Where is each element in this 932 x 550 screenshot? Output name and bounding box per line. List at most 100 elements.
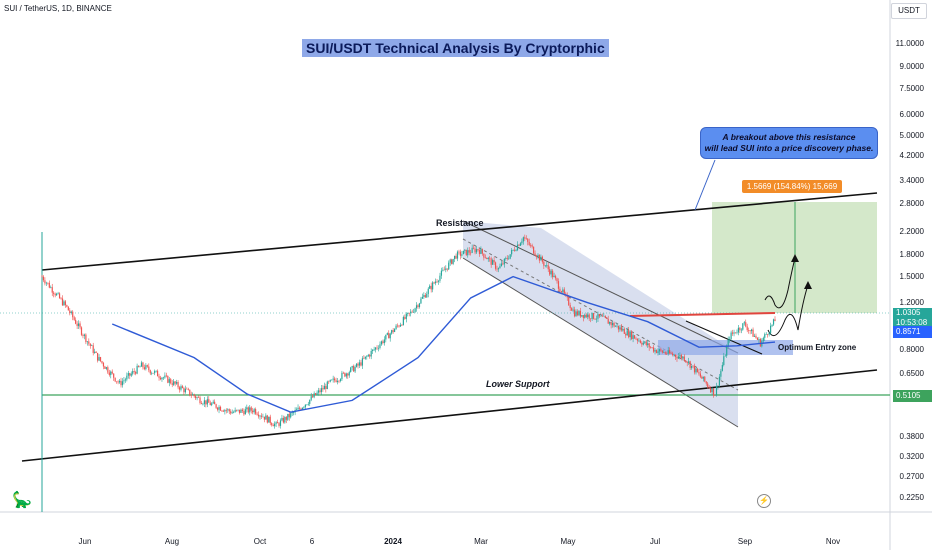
candle-body <box>579 310 582 317</box>
candle-body <box>490 258 492 265</box>
candle-body <box>376 347 378 349</box>
candle-body <box>613 322 615 327</box>
candle-body <box>137 365 140 367</box>
candle-body <box>60 298 62 299</box>
candle-body <box>423 295 425 297</box>
candle-body <box>513 249 516 251</box>
candle-body <box>636 339 639 341</box>
channel-upper <box>462 220 739 354</box>
candle-body <box>171 383 173 385</box>
candle-body <box>218 406 220 410</box>
candle-body <box>290 413 292 418</box>
candle-body <box>629 331 631 338</box>
candle-body <box>61 298 64 306</box>
candle-body <box>641 342 643 345</box>
projection-path-1 <box>764 257 796 309</box>
candle-body <box>316 392 318 395</box>
candle-body <box>765 334 767 335</box>
candle-body <box>565 293 567 295</box>
candle-body <box>486 258 488 260</box>
date-axis-label: May <box>560 537 576 546</box>
candle-body <box>674 354 677 357</box>
candle-body <box>200 403 203 404</box>
price-axis-label: 3.4000 <box>899 176 924 186</box>
candle-body <box>701 376 703 379</box>
candle-body <box>77 323 80 326</box>
moving-average-line <box>111 275 776 413</box>
channel-mid <box>462 238 739 391</box>
candle-body <box>301 407 304 410</box>
candle-body <box>426 293 428 298</box>
candle-body <box>98 357 100 361</box>
candle-body <box>721 365 723 371</box>
candle-body <box>430 285 432 290</box>
tradingview-logo-icon[interactable]: 🦕 <box>12 492 32 509</box>
currency-button[interactable]: USDT <box>891 3 927 19</box>
candle-body <box>89 343 91 346</box>
candle-body <box>237 409 239 411</box>
candle-body <box>737 327 740 333</box>
candle-body <box>553 275 555 278</box>
candle-body <box>588 314 590 319</box>
candle-body <box>293 412 295 414</box>
candle-body <box>676 356 678 359</box>
candle-body <box>377 347 380 349</box>
candle-body <box>82 334 84 336</box>
candle-body <box>328 381 330 383</box>
candle-body <box>118 380 121 383</box>
candle-body <box>734 332 737 334</box>
candle-body <box>731 332 734 334</box>
lightning-icon[interactable]: ⚡ <box>757 494 771 508</box>
candle-body <box>598 314 601 317</box>
candle-body <box>208 399 210 403</box>
ma-price-tag: 0.8571 <box>893 326 932 338</box>
candle-body <box>298 407 301 409</box>
candle-body <box>600 315 602 317</box>
candle-body <box>240 409 242 413</box>
candle-body <box>540 256 542 261</box>
candle-body <box>717 385 719 387</box>
candle-body <box>262 416 264 418</box>
candle-body <box>64 301 67 306</box>
candle-body <box>688 361 690 363</box>
candle-body <box>51 287 53 293</box>
candle-body <box>499 266 501 269</box>
candle-body <box>456 251 459 259</box>
candle-body <box>408 312 410 314</box>
candle-body <box>370 351 372 357</box>
candle-body <box>142 362 144 368</box>
candle-body <box>508 258 510 260</box>
candle-body <box>307 403 309 405</box>
candle-body <box>181 386 184 389</box>
candle-body <box>249 407 251 413</box>
candle-body <box>770 325 772 333</box>
candle-body <box>502 263 504 265</box>
candle-body <box>487 257 489 260</box>
callout-pointer <box>694 159 716 211</box>
candle-body <box>592 313 595 319</box>
candle-body <box>366 356 368 357</box>
candle-body <box>259 415 261 417</box>
candle-body <box>124 379 126 381</box>
candle-body <box>519 243 522 246</box>
price-axis-label: 6.0000 <box>899 109 924 119</box>
candle-body <box>72 311 74 318</box>
candle-body <box>233 412 235 413</box>
candle-body <box>386 333 388 335</box>
candle-body <box>127 373 129 376</box>
candle-body <box>334 378 336 381</box>
candle-body <box>372 349 374 352</box>
candle-body <box>584 314 586 318</box>
candle-body <box>146 365 148 367</box>
candle-body <box>452 258 454 264</box>
price-axis-label: 2.2000 <box>899 226 924 236</box>
candle-body <box>203 400 206 404</box>
candle-body <box>617 325 620 330</box>
candle-body <box>471 247 473 253</box>
callout-line-1: A breakout above this resistance <box>722 132 856 142</box>
price-axis-label: 4.2000 <box>899 151 924 161</box>
candle-body <box>186 388 188 390</box>
candle-body <box>657 351 659 354</box>
price-axis-label: 0.2700 <box>899 471 924 481</box>
